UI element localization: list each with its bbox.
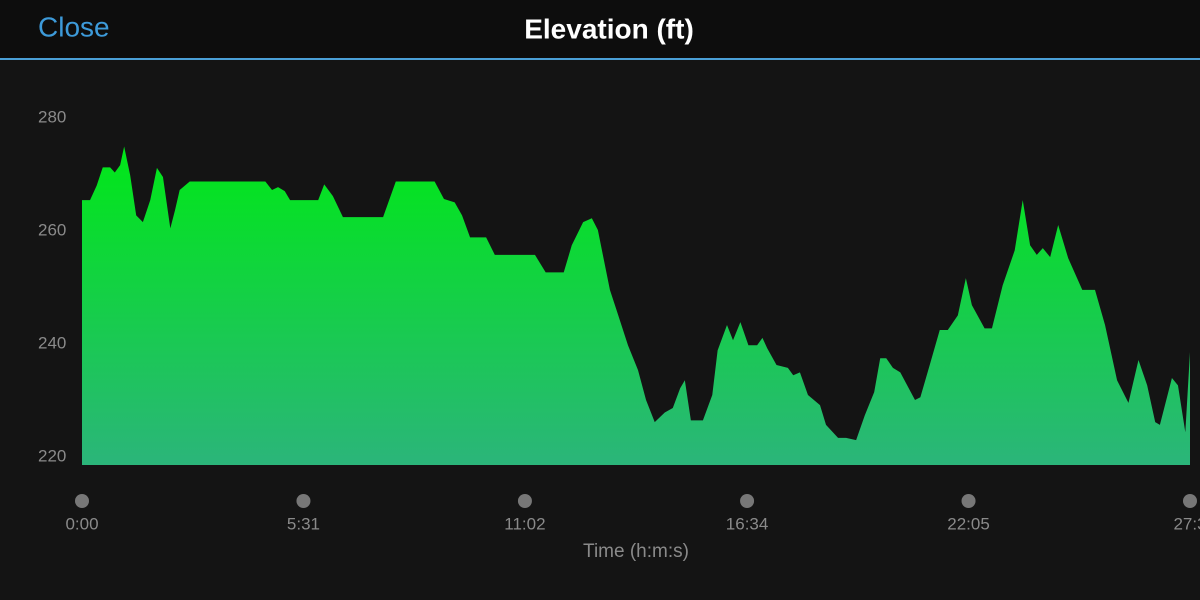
x-tick-label: 0:00: [65, 514, 98, 533]
x-tick-dot: [296, 494, 311, 508]
x-tick-dot: [517, 494, 532, 508]
x-tick-label: 5:31: [287, 514, 320, 533]
header-bar: [0, 0, 1200, 58]
x-tick-dot: [1183, 494, 1197, 508]
x-tick-label: 16:34: [726, 514, 769, 533]
y-tick-label: 240: [38, 334, 66, 353]
x-tick-label: 22:05: [947, 514, 990, 533]
y-tick-label: 220: [38, 447, 66, 466]
elevation-area: [82, 146, 1190, 466]
x-tick-label: 11:02: [504, 514, 545, 533]
x-tick-dot: [75, 494, 89, 508]
close-button[interactable]: Close: [38, 11, 110, 42]
x-axis-title: Time (h:m:s): [583, 541, 689, 562]
title: Elevation (ft): [524, 13, 694, 44]
y-tick-label: 280: [38, 108, 66, 127]
x-tick-dot: [961, 494, 976, 508]
x-tick-dot: [740, 494, 755, 508]
x-tick-label: 27:3: [1173, 514, 1200, 533]
y-tick-label: 260: [38, 221, 66, 240]
